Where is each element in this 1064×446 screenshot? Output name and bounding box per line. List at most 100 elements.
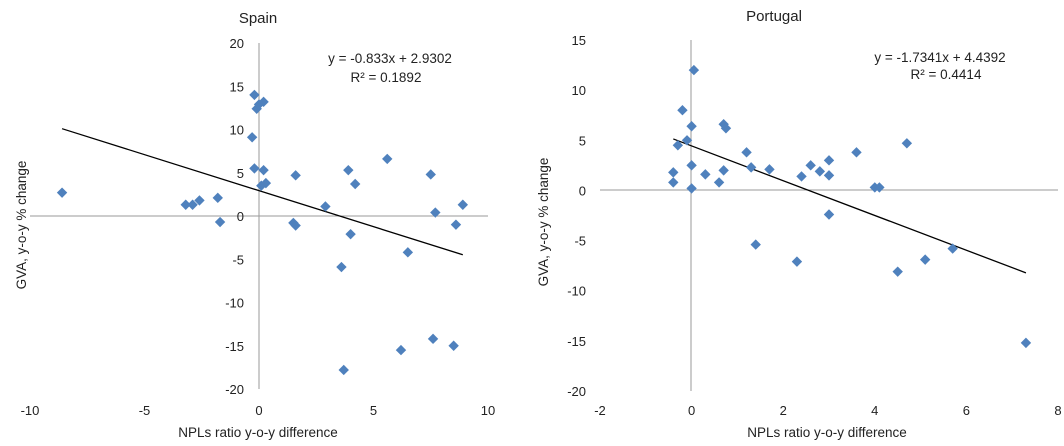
data-point-portugal [686, 160, 697, 171]
x-tick-label-spain: 5 [370, 403, 377, 418]
data-point-portugal [677, 105, 688, 116]
data-point-spain [258, 96, 269, 108]
data-point-portugal [672, 140, 684, 151]
data-point-portugal [720, 123, 732, 134]
chart-title-portugal: Portugal [746, 8, 802, 25]
y-tick-label-portugal: -10 [567, 284, 586, 299]
x-tick-label-portugal: 4 [871, 403, 878, 418]
data-point-portugal [668, 177, 679, 188]
x-tick-label-spain: -10 [21, 403, 40, 418]
data-point-spain [430, 207, 441, 218]
y-tick-label-spain: -20 [225, 382, 244, 397]
data-point-portugal [823, 170, 835, 181]
data-point-spain [457, 199, 469, 210]
data-point-portugal [919, 254, 931, 265]
data-point-spain [253, 99, 265, 110]
data-point-portugal [668, 167, 679, 178]
data-point-portugal [750, 239, 761, 250]
y-axis-label-spain: GVA, y-o-y % change [14, 161, 29, 290]
data-point-portugal [874, 182, 885, 193]
y-tick-label-spain: 15 [230, 79, 244, 94]
data-point-spain [402, 247, 414, 258]
data-point-portugal [1020, 337, 1032, 349]
data-point-portugal [823, 209, 835, 220]
data-point-portugal [947, 243, 958, 254]
data-point-spain [395, 344, 407, 356]
x-tick-label-portugal: 6 [963, 403, 970, 418]
data-point-portugal [805, 160, 816, 171]
data-point-spain [425, 169, 436, 180]
y-tick-label-spain: -10 [225, 296, 244, 311]
data-point-spain [194, 195, 205, 206]
data-point-portugal [741, 147, 752, 158]
y-tick-label-portugal: 15 [572, 33, 586, 48]
data-point-spain [450, 219, 462, 230]
y-ticks-spain: -20 -15 -10 -5 0 5 10 15 20 [225, 36, 244, 397]
data-point-portugal [681, 135, 693, 146]
trendline-spain [61, 128, 464, 256]
data-point-portugal [823, 155, 835, 166]
y-tick-label-spain: -5 [232, 252, 244, 267]
r-squared-spain: R² = 0.1892 [351, 70, 422, 85]
data-point-portugal [718, 119, 729, 130]
x-tick-label-spain: 0 [255, 403, 262, 418]
data-point-spain [427, 333, 439, 345]
r-squared-portugal: R² = 0.4414 [911, 67, 982, 82]
y-tick-label-portugal: 5 [579, 133, 586, 148]
y-tick-label-spain: 10 [230, 123, 244, 138]
y-tick-label-spain: 20 [230, 36, 244, 51]
data-point-spain [448, 340, 459, 351]
trend-equation-portugal: y = -1.7341x + 4.4392 [874, 50, 1005, 65]
data-point-spain [56, 187, 68, 198]
data-point-portugal [814, 166, 826, 177]
data-point-portugal [791, 256, 803, 267]
data-points-spain [56, 89, 469, 376]
data-point-spain [290, 220, 301, 231]
data-point-portugal [796, 171, 807, 182]
data-point-spain [338, 364, 349, 376]
data-point-spain [212, 192, 223, 204]
data-point-spain [260, 177, 272, 189]
data-point-spain [382, 153, 393, 165]
data-point-spain [249, 163, 260, 174]
x-tick-label-spain: 10 [481, 403, 495, 418]
y-tick-label-spain: 0 [237, 209, 244, 224]
data-point-spain [336, 261, 347, 273]
data-point-spain [290, 170, 301, 181]
data-point-spain [343, 164, 354, 176]
y-axis-label-portugal: GVA, y-o-y % change [536, 158, 551, 287]
data-point-spain [258, 164, 269, 176]
x-tick-label-portugal: 2 [780, 403, 787, 418]
x-axis-label-portugal: NPLs ratio y-o-y difference [747, 425, 907, 440]
data-point-portugal [688, 64, 700, 76]
data-point-spain [345, 228, 356, 240]
data-point-portugal [718, 165, 729, 176]
data-point-portugal [851, 147, 862, 158]
trendline-portugal [673, 138, 1027, 274]
data-point-portugal [713, 177, 725, 188]
y-tick-label-portugal: -20 [567, 384, 586, 399]
x-axis-label-spain: NPLs ratio y-o-y difference [178, 425, 338, 440]
x-tick-label-portugal: -2 [594, 403, 606, 418]
data-point-portugal [745, 162, 757, 173]
chart-portugal: Portugal NPLs ratio y-o-y difference GVA… [536, 8, 1062, 440]
data-point-spain [180, 199, 191, 210]
data-point-spain [246, 132, 258, 143]
data-point-portugal [901, 138, 913, 149]
trend-equation-spain: y = -0.833x + 2.9302 [328, 51, 452, 66]
data-points-portugal [668, 64, 1032, 349]
x-tick-label-portugal: 0 [688, 403, 695, 418]
y-tick-label-portugal: 10 [572, 83, 586, 98]
x-ticks-spain: -10 -5 0 5 10 [21, 403, 496, 418]
data-point-spain [214, 216, 226, 228]
y-tick-label-portugal: 0 [579, 183, 586, 198]
data-point-spain [249, 89, 260, 101]
y-ticks-portugal: -20 -15 -10 -5 0 5 10 15 [567, 33, 586, 399]
y-tick-label-portugal: -15 [567, 334, 586, 349]
data-point-portugal [686, 183, 697, 194]
data-point-spain [320, 201, 331, 212]
x-ticks-portugal: -2 0 2 4 6 8 [594, 403, 1061, 418]
data-point-portugal [700, 169, 711, 180]
data-point-spain [349, 178, 361, 190]
